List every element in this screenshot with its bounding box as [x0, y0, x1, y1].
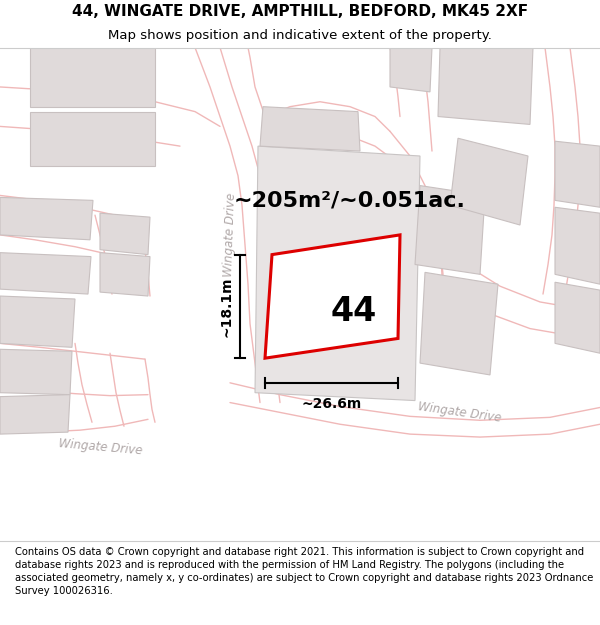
Polygon shape: [30, 112, 155, 166]
Text: ~26.6m: ~26.6m: [301, 397, 362, 411]
Polygon shape: [415, 186, 485, 274]
Polygon shape: [30, 48, 155, 107]
Polygon shape: [555, 282, 600, 353]
Text: 44, WINGATE DRIVE, AMPTHILL, BEDFORD, MK45 2XF: 44, WINGATE DRIVE, AMPTHILL, BEDFORD, MK…: [72, 4, 528, 19]
Text: Wingate Drive: Wingate Drive: [58, 437, 142, 457]
Polygon shape: [265, 235, 400, 358]
Text: Wingate Drive: Wingate Drive: [222, 192, 238, 277]
Polygon shape: [555, 208, 600, 284]
Polygon shape: [255, 146, 420, 401]
Polygon shape: [0, 198, 93, 240]
Text: ~205m²/~0.051ac.: ~205m²/~0.051ac.: [234, 191, 466, 211]
Polygon shape: [100, 213, 150, 254]
Polygon shape: [450, 138, 528, 225]
Polygon shape: [0, 394, 70, 434]
Polygon shape: [438, 48, 533, 124]
Polygon shape: [0, 253, 91, 294]
Polygon shape: [555, 141, 600, 208]
Text: Contains OS data © Crown copyright and database right 2021. This information is : Contains OS data © Crown copyright and d…: [15, 546, 593, 596]
Text: ~18.1m: ~18.1m: [219, 276, 233, 337]
Polygon shape: [390, 48, 432, 92]
Text: Map shows position and indicative extent of the property.: Map shows position and indicative extent…: [108, 29, 492, 42]
Polygon shape: [420, 272, 498, 375]
Polygon shape: [260, 107, 360, 151]
Text: Wingate Drive: Wingate Drive: [418, 400, 503, 425]
Text: 44: 44: [331, 295, 377, 328]
Polygon shape: [0, 296, 75, 348]
Polygon shape: [0, 349, 72, 394]
Polygon shape: [100, 253, 150, 296]
